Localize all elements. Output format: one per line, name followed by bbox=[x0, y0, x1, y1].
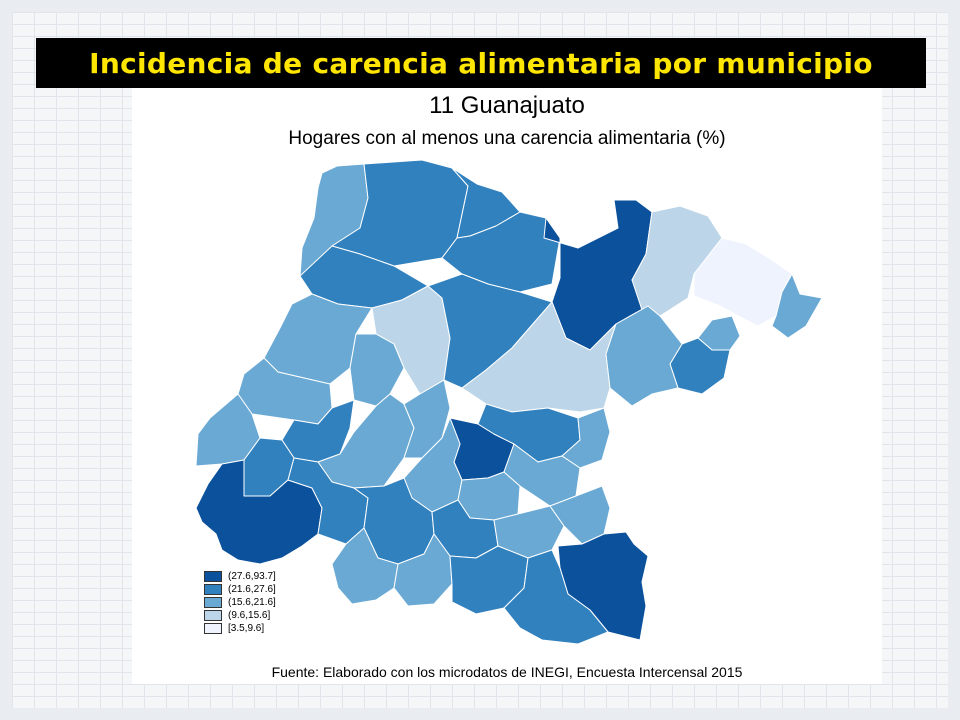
legend-label: (27.6,93.7] bbox=[228, 571, 276, 582]
legend-item: (9.6,15.6] bbox=[204, 609, 276, 622]
slide-title: Incidencia de carencia alimentaria por m… bbox=[89, 46, 873, 80]
legend-item: (27.6,93.7] bbox=[204, 570, 276, 583]
municipality bbox=[503, 549, 609, 645]
legend-swatch bbox=[204, 571, 222, 582]
legend-swatch bbox=[204, 623, 222, 634]
legend-swatch bbox=[204, 597, 222, 608]
legend-label: (21.6,27.6] bbox=[228, 584, 276, 595]
municipality bbox=[441, 211, 561, 293]
legend-item: [3.5,9.6] bbox=[204, 622, 276, 635]
legend-swatch bbox=[204, 610, 222, 621]
municipality bbox=[561, 407, 611, 469]
map-legend: (27.6,93.7] (21.6,27.6] (15.6,21.6] (9.6… bbox=[204, 570, 276, 635]
municipality bbox=[331, 527, 399, 605]
legend-label: (9.6,15.6] bbox=[228, 610, 271, 621]
legend-label: (15.6,21.6] bbox=[228, 597, 276, 608]
municipality bbox=[195, 459, 323, 565]
legend-item: (21.6,27.6] bbox=[204, 583, 276, 596]
choropleth-map bbox=[195, 159, 823, 645]
municipality bbox=[549, 485, 611, 545]
municipality bbox=[693, 237, 793, 327]
municipality bbox=[771, 273, 823, 339]
municipality bbox=[331, 159, 469, 267]
municipality bbox=[461, 301, 617, 413]
title-bar: Incidencia de carencia alimentaria por m… bbox=[36, 38, 926, 88]
municipality bbox=[457, 471, 521, 521]
source-note: Fuente: Elaborado con los microdatos de … bbox=[271, 664, 743, 680]
municipality bbox=[631, 205, 723, 317]
legend-item: (15.6,21.6] bbox=[204, 596, 276, 609]
map-panel: 11 Guanajuato Hogares con al menos una c… bbox=[132, 88, 882, 684]
municipality bbox=[503, 443, 581, 507]
map-subtitle: Hogares con al menos una carencia alimen… bbox=[288, 128, 726, 149]
legend-label: [3.5,9.6] bbox=[228, 623, 265, 634]
map-title: 11 Guanajuato bbox=[429, 92, 585, 119]
municipality bbox=[605, 305, 683, 407]
legend-swatch bbox=[204, 584, 222, 595]
